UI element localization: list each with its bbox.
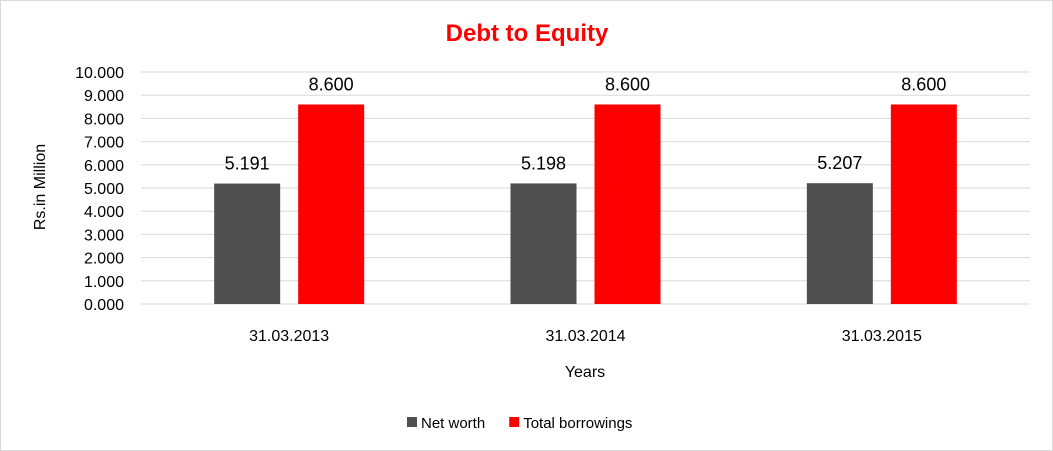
legend: Net worth Total borrowings bbox=[407, 415, 632, 432]
y-tick-label: 5.000 bbox=[84, 181, 124, 198]
data-label: 5.191 bbox=[225, 154, 270, 174]
legend-label: Net worth bbox=[421, 415, 485, 432]
bar bbox=[594, 104, 661, 304]
data-labels: 5.191 8.600 5.198 8.600 5.207 8.600 bbox=[225, 74, 947, 173]
data-label: 8.600 bbox=[605, 74, 650, 94]
legend-swatch bbox=[509, 417, 520, 427]
bars bbox=[214, 104, 957, 304]
y-axis-title: Rs.in Million bbox=[32, 144, 49, 230]
y-tick-label: 10.000 bbox=[75, 65, 124, 82]
y-tick-label: 8.000 bbox=[84, 111, 124, 128]
bar bbox=[298, 104, 365, 304]
bar bbox=[510, 183, 577, 304]
y-tick-label: 7.000 bbox=[84, 135, 124, 152]
y-tick-label: 0.000 bbox=[84, 297, 124, 314]
data-label: 5.198 bbox=[521, 153, 566, 173]
bar bbox=[806, 183, 873, 304]
bar bbox=[214, 183, 281, 304]
y-axis-ticks: 0.000 1.000 2.000 3.000 4.000 5.000 6.000 7.000… bbox=[75, 65, 124, 314]
y-tick-label: 2.000 bbox=[84, 251, 124, 268]
y-tick-label: 9.000 bbox=[84, 88, 124, 105]
legend-swatch bbox=[407, 417, 417, 427]
x-axis-title: Years bbox=[565, 364, 605, 381]
data-label: 5.207 bbox=[817, 153, 862, 173]
y-tick-label: 4.000 bbox=[84, 204, 124, 221]
y-tick-label: 3.000 bbox=[84, 227, 124, 244]
gridlines bbox=[141, 71, 1030, 305]
x-axis-ticks: 31.03.2013 31.03.2014 31.03.2015 bbox=[249, 328, 922, 345]
x-tick-label: 31.03.2015 bbox=[842, 328, 922, 345]
y-tick-label: 6.000 bbox=[84, 158, 124, 175]
y-tick-label: 1.000 bbox=[84, 274, 124, 291]
bar bbox=[890, 104, 957, 304]
data-label: 8.600 bbox=[309, 74, 354, 94]
legend-label: Total borrowings bbox=[523, 415, 632, 432]
x-tick-label: 31.03.2014 bbox=[545, 328, 625, 345]
x-tick-label: 31.03.2013 bbox=[249, 328, 329, 345]
chart-title: Debt to Equity bbox=[446, 20, 609, 47]
data-label: 8.600 bbox=[901, 74, 946, 94]
